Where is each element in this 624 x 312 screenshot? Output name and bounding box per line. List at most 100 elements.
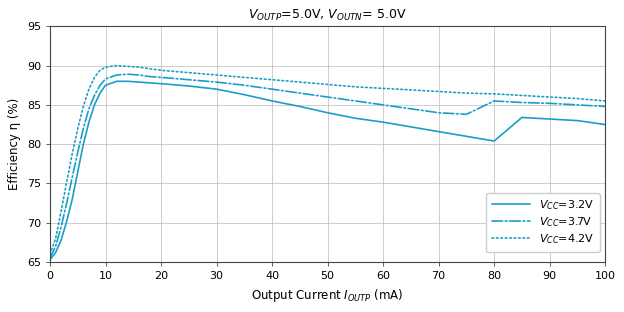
$V_{CC}$=3.7V (113, 73, 120, 77)
$V_{CC}$=4.2V (74, 127, 82, 130)
$V_{CC}$=3.7V (80, 127, 87, 130)
$V_{CC}$=4.2V (135, 65, 143, 69)
Line: $V_{CC}$=3.2V: $V_{CC}$=3.2V (50, 81, 605, 260)
$V_{CC}$=4.2V (602, 99, 609, 103)
$V_{CC}$=4.2V (90, 76, 98, 79)
$V_{CC}$=3.2V (518, 115, 525, 119)
$V_{CC}$=4.2V (268, 78, 276, 82)
$V_{CC}$=3.7V (573, 103, 581, 107)
$V_{CC}$=3.2V (268, 99, 276, 103)
$V_{CC}$=3.2V (573, 119, 581, 123)
$V_{CC}$=3.7V (462, 112, 470, 116)
$V_{CC}$=3.2V (146, 81, 154, 85)
$V_{CC}$=3.7V (57, 225, 65, 229)
$V_{CC}$=4.2V (241, 76, 248, 79)
$V_{CC}$=3.7V (296, 91, 304, 95)
$V_{CC}$=3.7V (351, 99, 359, 103)
$V_{CC}$=4.2V (435, 90, 442, 93)
$V_{CC}$=4.2V (96, 68, 104, 72)
$V_{CC}$=3.7V (135, 73, 143, 77)
$V_{CC}$=3.2V (85, 120, 92, 124)
$V_{CC}$=4.2V (213, 73, 220, 77)
$V_{CC}$=3.2V (157, 82, 165, 85)
$V_{CC}$=4.2V (85, 87, 92, 91)
$V_{CC}$=3.2V (324, 111, 331, 115)
$V_{CC}$=4.2V (490, 92, 498, 96)
$V_{CC}$=3.7V (546, 101, 553, 105)
$V_{CC}$=4.2V (46, 252, 54, 256)
$V_{CC}$=4.2V (546, 95, 553, 99)
$V_{CC}$=3.2V (379, 120, 387, 124)
$V_{CC}$=4.2V (462, 91, 470, 95)
$V_{CC}$=3.2V (113, 80, 120, 83)
$V_{CC}$=4.2V (351, 85, 359, 89)
Y-axis label: Efficiency η (%): Efficiency η (%) (8, 98, 21, 190)
$V_{CC}$=4.2V (52, 236, 59, 240)
$V_{CC}$=3.7V (407, 107, 414, 111)
$V_{CC}$=4.2V (80, 105, 87, 108)
$V_{CC}$=3.7V (518, 101, 525, 105)
$V_{CC}$=3.2V (96, 91, 104, 95)
$V_{CC}$=3.7V (52, 245, 59, 248)
$V_{CC}$=3.2V (602, 123, 609, 126)
$V_{CC}$=3.7V (74, 150, 82, 154)
$V_{CC}$=4.2V (379, 86, 387, 90)
$V_{CC}$=3.2V (462, 134, 470, 138)
$V_{CC}$=3.2V (546, 117, 553, 121)
$V_{CC}$=3.7V (213, 80, 220, 84)
$V_{CC}$=3.2V (213, 87, 220, 91)
$V_{CC}$=3.7V (102, 77, 109, 81)
$V_{CC}$=3.2V (57, 238, 65, 242)
$V_{CC}$=3.2V (185, 84, 193, 88)
$V_{CC}$=3.2V (296, 105, 304, 108)
$V_{CC}$=4.2V (573, 97, 581, 100)
$V_{CC}$=3.7V (490, 99, 498, 103)
$V_{CC}$=4.2V (324, 83, 331, 86)
$V_{CC}$=3.7V (96, 83, 104, 87)
$V_{CC}$=3.2V (69, 197, 76, 201)
$V_{CC}$=3.7V (124, 72, 132, 76)
$V_{CC}$=3.2V (52, 251, 59, 255)
Legend: $V_{CC}$=3.2V, $V_{CC}$=3.7V, $V_{CC}$=4.2V: $V_{CC}$=3.2V, $V_{CC}$=3.7V, $V_{CC}$=4… (486, 193, 600, 252)
$V_{CC}$=3.7V (324, 95, 331, 99)
$V_{CC}$=3.2V (63, 219, 71, 223)
$V_{CC}$=3.2V (135, 80, 143, 84)
$V_{CC}$=3.2V (124, 80, 132, 83)
$V_{CC}$=4.2V (157, 68, 165, 72)
$V_{CC}$=3.2V (407, 125, 414, 129)
Line: $V_{CC}$=4.2V: $V_{CC}$=4.2V (50, 66, 605, 254)
$V_{CC}$=4.2V (57, 209, 65, 213)
$V_{CC}$=4.2V (296, 80, 304, 84)
$V_{CC}$=3.7V (379, 103, 387, 107)
$V_{CC}$=4.2V (124, 65, 132, 68)
$V_{CC}$=3.2V (74, 170, 82, 173)
X-axis label: Output Current $I_{OUTP}$ (mA): Output Current $I_{OUTP}$ (mA) (251, 287, 404, 304)
$V_{CC}$=3.7V (602, 105, 609, 108)
$V_{CC}$=3.7V (241, 83, 248, 87)
$V_{CC}$=3.7V (69, 175, 76, 179)
$V_{CC}$=3.2V (241, 93, 248, 96)
$V_{CC}$=4.2V (146, 67, 154, 71)
Line: $V_{CC}$=3.7V: $V_{CC}$=3.7V (50, 74, 605, 258)
$V_{CC}$=3.2V (46, 258, 54, 261)
Title: $V_{OUTP}$=5.0V, $V_{OUTN}$= 5.0V: $V_{OUTP}$=5.0V, $V_{OUTN}$= 5.0V (248, 8, 407, 23)
$V_{CC}$=3.7V (85, 107, 92, 111)
$V_{CC}$=4.2V (518, 94, 525, 97)
$V_{CC}$=3.2V (80, 142, 87, 146)
$V_{CC}$=3.2V (490, 139, 498, 143)
$V_{CC}$=4.2V (102, 65, 109, 69)
$V_{CC}$=3.7V (435, 111, 442, 115)
$V_{CC}$=3.7V (90, 94, 98, 97)
$V_{CC}$=3.2V (90, 103, 98, 107)
$V_{CC}$=4.2V (407, 88, 414, 92)
$V_{CC}$=3.7V (185, 78, 193, 82)
$V_{CC}$=3.2V (351, 116, 359, 120)
$V_{CC}$=4.2V (63, 180, 71, 184)
$V_{CC}$=4.2V (185, 71, 193, 75)
$V_{CC}$=3.7V (268, 87, 276, 91)
$V_{CC}$=3.7V (46, 256, 54, 260)
$V_{CC}$=3.7V (63, 201, 71, 205)
$V_{CC}$=4.2V (113, 64, 120, 67)
$V_{CC}$=3.7V (157, 76, 165, 79)
$V_{CC}$=3.7V (146, 75, 154, 78)
